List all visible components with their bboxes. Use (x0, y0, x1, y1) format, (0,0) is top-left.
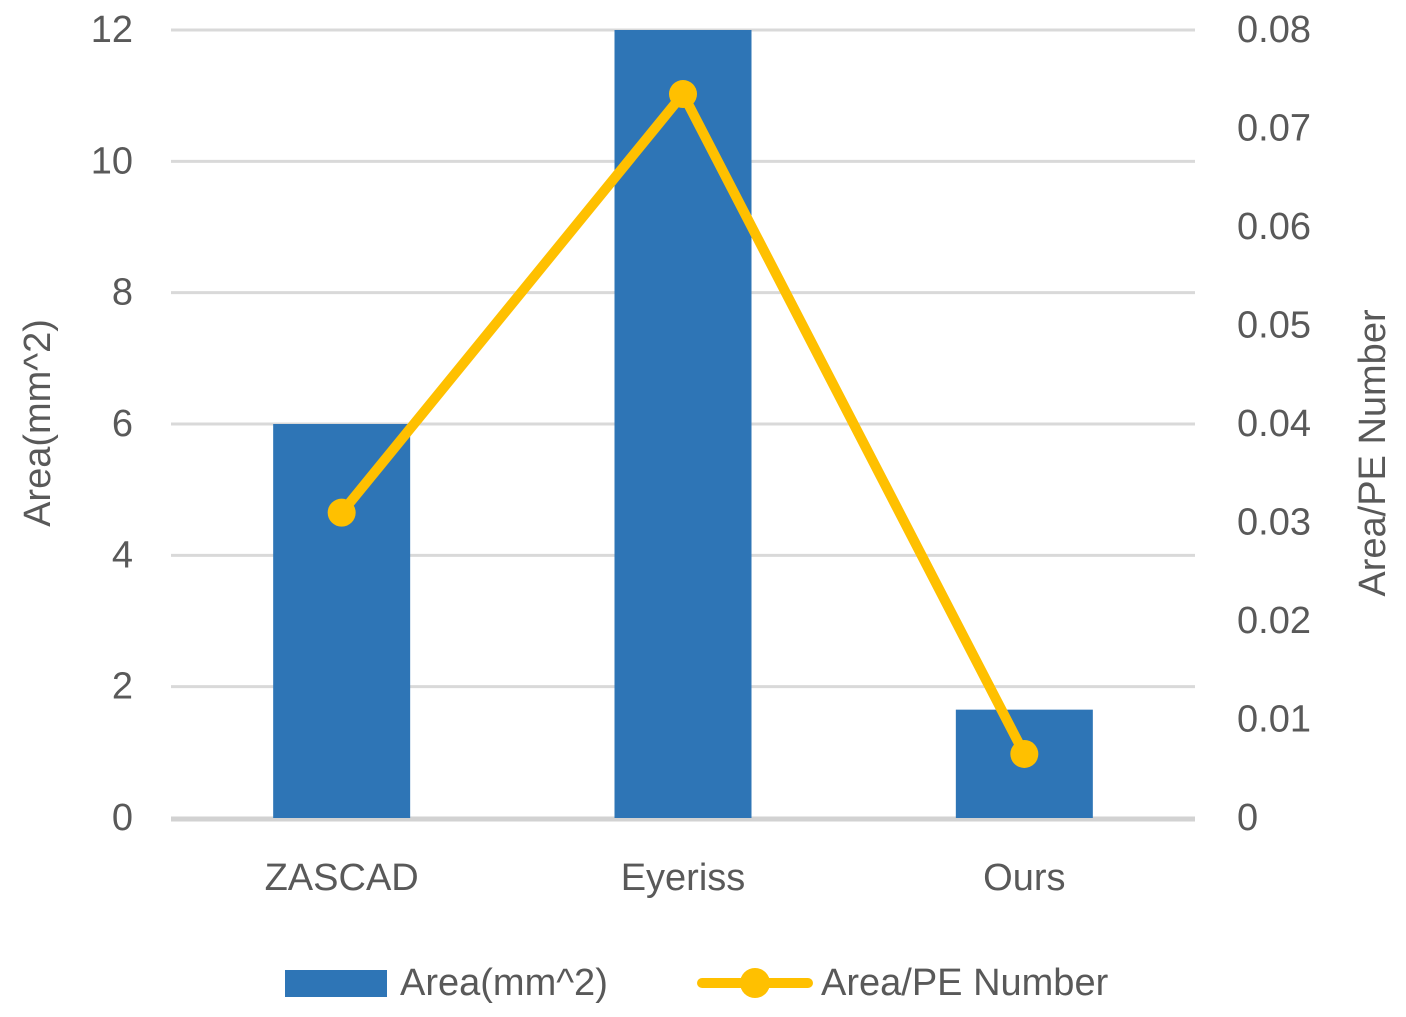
legend-label-area: Area(mm^2) (400, 962, 608, 1004)
bar-eyeriss (614, 30, 752, 818)
legend-item-area: Area(mm^2) (285, 955, 608, 1011)
data-point-marker-ours (1010, 739, 1039, 768)
category-label-zascad: ZASCAD (265, 857, 419, 899)
data-point-marker-eyeriss (669, 80, 697, 109)
left-axis-tick-label: 8 (112, 272, 133, 314)
right-axis-tick-label: 0.07 (1237, 108, 1311, 150)
category-label-eyeriss: Eyeriss (621, 857, 746, 899)
right-axis-tick-label: 0.01 (1237, 699, 1311, 741)
left-axis-tick-label: 6 (112, 403, 133, 445)
left-axis-tick-label: 12 (91, 9, 133, 51)
data-point-marker-zascad (327, 498, 356, 527)
legend-line-dot-icon (697, 955, 813, 1011)
legend-bar-swatch-icon (285, 969, 387, 997)
left-axis-tick-label: 4 (112, 534, 133, 576)
right-axis-tick-label: 0.03 (1237, 502, 1311, 544)
right-axis-tick-label: 0.02 (1237, 600, 1311, 642)
right-axis-tick-label: 0.04 (1237, 403, 1311, 445)
bar-zascad (273, 424, 411, 818)
right-axis-tick-label: 0.06 (1237, 206, 1311, 248)
right-axis-tick-label: 0.08 (1237, 9, 1311, 51)
right-axis-title: Area/PE Number (1352, 309, 1394, 597)
left-axis-tick-label: 0 (112, 797, 133, 839)
legend-label-area-per-pe: Area/PE Number (821, 962, 1109, 1004)
legend-item-area-per-pe: Area/PE Number (697, 955, 1108, 1011)
left-axis-title: Area(mm^2) (17, 319, 59, 527)
right-axis-tick-label: 0 (1237, 797, 1258, 839)
left-axis-tick-label: 2 (112, 666, 133, 708)
category-label-ours: Ours (983, 857, 1065, 899)
left-axis-tick-label: 10 (91, 140, 133, 182)
right-axis-tick-label: 0.05 (1237, 305, 1311, 347)
